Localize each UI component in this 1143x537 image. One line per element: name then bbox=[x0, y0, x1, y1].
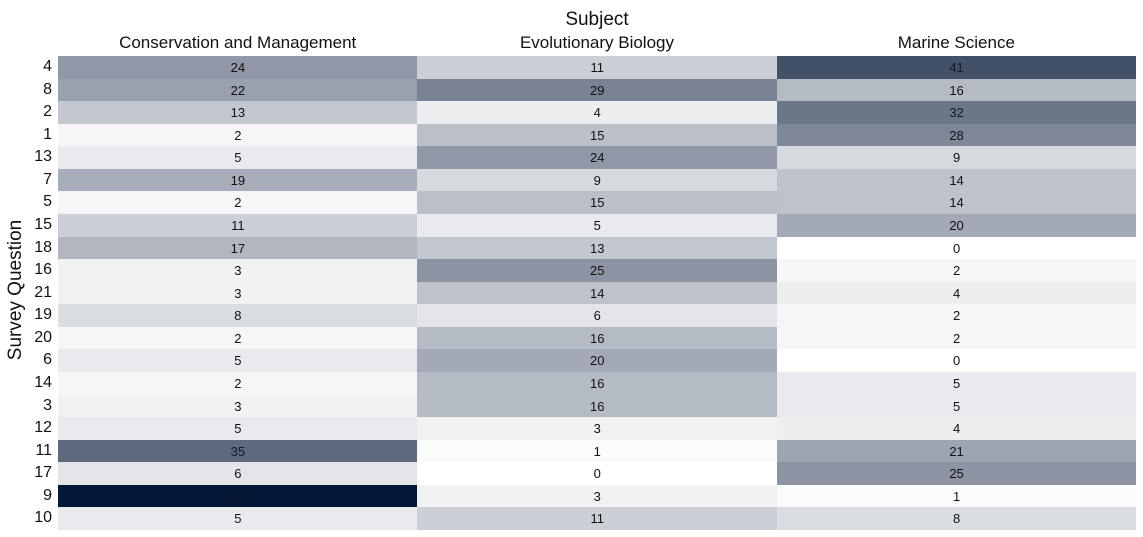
column-header: Conservation and Management bbox=[119, 33, 357, 52]
row-label: 2 bbox=[43, 103, 52, 121]
row-label: 6 bbox=[43, 351, 52, 369]
row-label: 1 bbox=[43, 125, 52, 143]
heatmap-cell: 16 bbox=[776, 78, 1137, 102]
heatmap-cell: 5 bbox=[417, 214, 778, 238]
heatmap-cell: 0 bbox=[776, 236, 1137, 260]
row-label: 9 bbox=[43, 486, 52, 504]
heatmap-cell: 3 bbox=[58, 394, 418, 418]
heatmap-cell: 5 bbox=[776, 394, 1137, 418]
heatmap-cell: 8 bbox=[58, 304, 418, 328]
row-label: 12 bbox=[34, 419, 52, 437]
heatmap-cell: 9 bbox=[417, 168, 778, 192]
row-label: 11 bbox=[35, 441, 52, 459]
heatmap-cell: 16 bbox=[417, 326, 778, 350]
heatmap-cell: 19 bbox=[58, 168, 418, 192]
heatmap-cell: 24 bbox=[417, 146, 778, 170]
heatmap-cell: 2 bbox=[58, 191, 418, 215]
heatmap-cell: 21 bbox=[776, 439, 1137, 463]
heatmap-cell: 41 bbox=[776, 56, 1137, 80]
heatmap-cell: 11 bbox=[58, 214, 418, 238]
heatmap-cell: 14 bbox=[417, 281, 778, 305]
heatmap-cell: 16 bbox=[417, 394, 778, 418]
heatmap-cell: 1 bbox=[417, 439, 778, 463]
row-label: 4 bbox=[43, 58, 52, 75]
heatmap-cell: 2 bbox=[776, 259, 1137, 283]
heatmap-cell: 15 bbox=[417, 123, 778, 147]
heatmap-cell: 20 bbox=[776, 214, 1137, 238]
heatmap-cell: 15 bbox=[417, 191, 778, 215]
heatmap-cell: 6 bbox=[417, 304, 778, 328]
column-header: Marine Science bbox=[897, 33, 1015, 52]
heatmap-cell: 6 bbox=[58, 462, 418, 486]
row-label: 21 bbox=[34, 283, 52, 301]
row-label: 19 bbox=[34, 306, 52, 324]
heatmap-cell: 2 bbox=[58, 123, 418, 147]
row-label: 20 bbox=[34, 328, 52, 346]
heatmap-cell: 25 bbox=[776, 462, 1137, 486]
heatmap-cell: 3 bbox=[417, 417, 778, 441]
heatmap-cell: 32 bbox=[776, 101, 1137, 125]
heatmap-cell: 4 bbox=[776, 281, 1137, 305]
heatmap-cell: 28 bbox=[776, 123, 1137, 147]
heatmap-cell: 20 bbox=[417, 349, 778, 373]
row-label: 17 bbox=[34, 464, 52, 482]
heatmap-cell: 11 bbox=[417, 56, 778, 80]
heatmap-cell: 13 bbox=[58, 101, 418, 125]
heatmap-cell: 4 bbox=[417, 101, 778, 125]
heatmap-cell: 16 bbox=[417, 372, 778, 396]
row-label: 14 bbox=[34, 374, 52, 391]
heatmap-cell: 1 bbox=[776, 484, 1137, 508]
heatmap-cell: 11 bbox=[417, 507, 778, 531]
heatmap-cell: 2 bbox=[58, 372, 418, 396]
heatmap-cell: 2 bbox=[776, 326, 1137, 350]
row-label: 5 bbox=[43, 193, 52, 211]
heatmap-cell: 0 bbox=[417, 462, 778, 486]
row-label: 7 bbox=[43, 170, 52, 188]
heatmap-cell: 3 bbox=[417, 484, 778, 508]
row-label: 13 bbox=[34, 148, 52, 166]
heatmap-cell: 5 bbox=[58, 417, 418, 441]
row-label: 8 bbox=[43, 80, 52, 98]
heatmap-cell: 25 bbox=[417, 259, 778, 283]
heatmap-cell: 5 bbox=[58, 507, 418, 531]
heatmap-cell: 8 bbox=[776, 507, 1137, 531]
heatmap-cell: 3 bbox=[58, 259, 418, 283]
heatmap-cell: 24 bbox=[58, 56, 418, 80]
row-label: 15 bbox=[34, 216, 52, 233]
heatmap-cell: 3 bbox=[58, 281, 418, 305]
heatmap-cell: 17 bbox=[58, 236, 418, 260]
heatmap-cell: 5 bbox=[58, 146, 418, 170]
heatmap-cell: 9 bbox=[776, 146, 1137, 170]
row-label: 16 bbox=[34, 261, 52, 279]
column-header: Evolutionary Biology bbox=[519, 33, 674, 52]
heatmap-cell: 14 bbox=[776, 191, 1137, 215]
heatmap-cell: 5 bbox=[58, 349, 418, 373]
heatmap-cell: 14 bbox=[776, 168, 1137, 192]
row-label: 3 bbox=[43, 396, 52, 414]
heatmap-cell: 0 bbox=[776, 349, 1137, 373]
heatmap-cell: 2 bbox=[776, 304, 1137, 328]
chart-title: Subject bbox=[565, 9, 629, 30]
heatmap-cell: 22 bbox=[58, 78, 418, 102]
heatmap-cell: 35 bbox=[58, 439, 418, 463]
row-label: 18 bbox=[34, 238, 52, 256]
row-label: 10 bbox=[34, 509, 52, 527]
heatmap-cell: 29 bbox=[417, 78, 778, 102]
heatmap-cell: 13 bbox=[417, 236, 778, 260]
heatmap-cell: 2 bbox=[58, 326, 418, 350]
heatmap-cell: 5 bbox=[776, 372, 1137, 396]
heatmap-cell: 4 bbox=[776, 417, 1137, 441]
heatmap-cell: 54 bbox=[58, 484, 418, 508]
